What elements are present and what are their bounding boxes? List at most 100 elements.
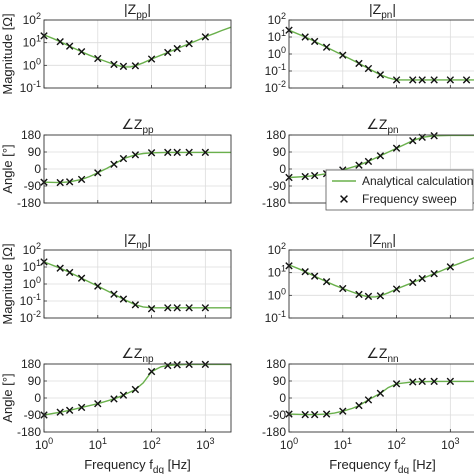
y-tick-label: 90 [273, 374, 287, 388]
panel-title: ∠Znn [366, 345, 398, 365]
sweep-marker [173, 44, 181, 53]
sweep-marker [446, 76, 455, 84]
legend-analytical-label: Analytical calculation [362, 174, 473, 188]
sweep-marker [119, 62, 128, 71]
sweep-marker [173, 361, 181, 369]
x-tick-label: 100 [280, 436, 298, 452]
sweep-marker [164, 361, 172, 370]
panel-Znn_ang: -180 -90 0 90 180 100 101 102 103 ∠Znn Frequency f… [262, 345, 474, 474]
sweep-marker [446, 377, 455, 386]
sweep-marker [147, 55, 156, 63]
sweep-marker [376, 71, 385, 79]
y-tick-label: 102 [268, 241, 286, 257]
sweep-marker [110, 160, 118, 168]
sweep-marker [77, 47, 86, 56]
sweep-marker [131, 62, 140, 70]
y-tick-label: -180 [17, 425, 41, 439]
analytical-line [288, 134, 474, 179]
sweep-marker [94, 54, 102, 63]
x-tick-label: 103 [441, 436, 459, 452]
axes-frame [288, 249, 474, 319]
sweep-marker [201, 33, 210, 41]
sweep-marker [164, 304, 172, 312]
y-tick-label: 101 [268, 264, 286, 280]
y-tick-label: 90 [28, 374, 42, 388]
sweep-marker [418, 76, 426, 84]
x-tick-label: 103 [196, 436, 214, 452]
legend-sweep-swatch [340, 195, 348, 203]
sweep-marker [147, 367, 156, 376]
sweep-marker [164, 48, 172, 57]
panel-Znp_ang: -180 -90 0 90 180 100 101 102 103 ∠Znp Angle [°] Fr… [0, 345, 232, 474]
sweep-marker [56, 408, 64, 416]
y-tick-label: -180 [262, 425, 286, 439]
sweep-marker [376, 152, 385, 160]
sweep-marker [131, 385, 140, 394]
y-tick-label: 100 [23, 56, 41, 72]
y-tick-label: 0 [34, 391, 41, 405]
sweep-marker [301, 33, 309, 41]
sweep-marker [310, 272, 319, 280]
sweep-marker [322, 43, 331, 51]
sweep-marker [173, 148, 181, 157]
sweep-marker [322, 277, 331, 286]
y-tick-label: 90 [28, 145, 42, 159]
sweep-marker [131, 301, 140, 309]
sweep-marker [310, 171, 319, 180]
sweep-marker [119, 391, 128, 399]
sweep-marker [94, 282, 102, 290]
sweep-marker [301, 268, 309, 276]
y-tick-label: 0 [279, 162, 286, 176]
y-tick-label: 100 [268, 286, 286, 302]
panel-Zpn_ang: -180 -90 0 90 180 ∠Zpn [262, 116, 474, 210]
y-tick-label: 10-1 [20, 292, 41, 308]
y-tick-label: 101 [268, 28, 286, 44]
sweep-marker [56, 264, 64, 272]
sweep-marker [392, 285, 401, 293]
sweep-marker [339, 284, 347, 293]
y-tick-label: 100 [23, 275, 41, 291]
sweep-marker [185, 148, 193, 157]
sweep-marker [409, 136, 417, 145]
sweep-marker [56, 38, 64, 46]
sweep-marker [392, 144, 401, 152]
sweep-marker [201, 304, 210, 312]
y-tick-label: -90 [269, 179, 287, 193]
sweep-marker [355, 290, 363, 299]
sweep-marker [376, 389, 385, 397]
sweep-marker [131, 151, 140, 159]
sweep-marker [310, 37, 319, 46]
panel-title: |Zpp| [124, 1, 151, 21]
axes-frame [43, 19, 232, 89]
sweep-marker [77, 274, 86, 282]
sweep-marker [392, 76, 401, 84]
y-tick-label: -90 [269, 408, 287, 422]
x-tick-label: 101 [334, 436, 352, 452]
panel-Znn_mag: 10-1 100 101 102 |Znn| [265, 231, 474, 325]
y-tick-label: 180 [266, 128, 286, 142]
y-tick-label: 102 [268, 11, 286, 27]
sweep-marker [376, 292, 385, 300]
panel-title: ∠Znp [121, 345, 154, 365]
analytical-line [43, 261, 231, 309]
sweep-marker [201, 148, 210, 157]
analytical-line [43, 151, 231, 184]
y-tick-label: -180 [17, 196, 41, 210]
x-axis-label: Frequency fdq [Hz] [84, 457, 191, 474]
y-axis-label: Magnitude [Ω] [0, 13, 15, 94]
panel-title: ∠Zpn [366, 116, 398, 136]
sweep-marker [94, 399, 102, 408]
sweep-marker [409, 378, 417, 386]
sweep-marker [462, 76, 471, 84]
x-axis-label: Frequency fdq [Hz] [329, 457, 436, 474]
y-axis-label: Angle [°] [0, 373, 15, 422]
panel-title: |Zpn| [369, 1, 396, 21]
sweep-marker [65, 178, 74, 186]
y-tick-label: 180 [266, 357, 286, 371]
y-tick-label: 0 [279, 391, 286, 405]
legend-box [325, 169, 474, 211]
sweep-marker [77, 175, 86, 184]
sweep-marker [339, 407, 347, 415]
